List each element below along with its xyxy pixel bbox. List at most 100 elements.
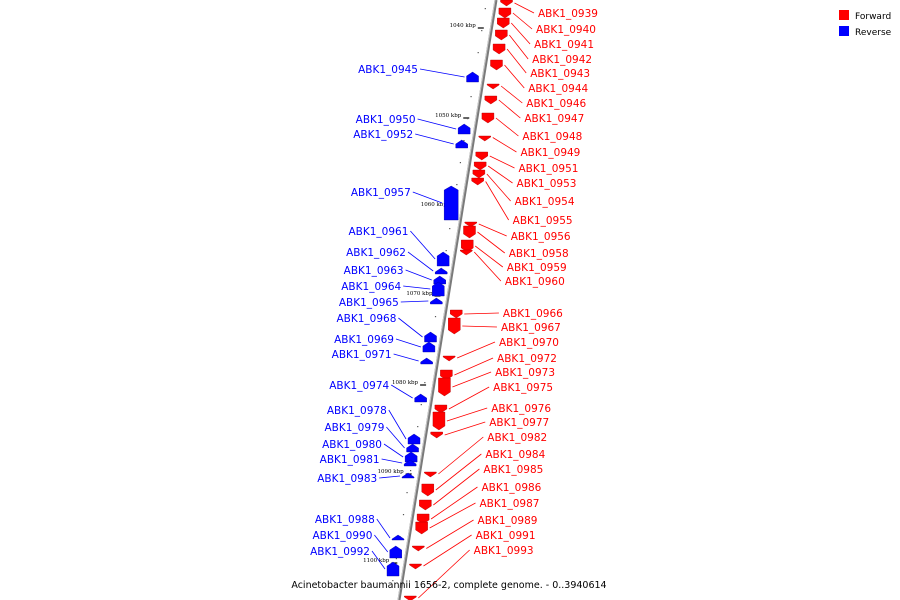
gene-label-forward[interactable]: ABK1_0993 <box>474 545 534 557</box>
gene-forward[interactable] <box>490 59 503 71</box>
gene-reverse[interactable] <box>432 281 445 297</box>
gene-forward[interactable] <box>492 43 506 55</box>
gene-label-forward[interactable]: ABK1_0970 <box>499 337 559 349</box>
gene-label-forward[interactable]: ABK1_0989 <box>478 515 538 527</box>
gene-forward[interactable] <box>415 521 428 535</box>
gene-label-forward[interactable]: ABK1_0953 <box>517 178 577 190</box>
gene-reverse[interactable] <box>436 251 450 267</box>
gene-forward[interactable] <box>497 17 510 29</box>
gene-forward[interactable] <box>478 135 491 142</box>
gene-forward[interactable] <box>438 377 451 397</box>
gene-reverse[interactable] <box>457 123 471 135</box>
gene-label-reverse[interactable]: ABK1_0968 <box>336 313 396 325</box>
gene-label-forward[interactable]: ABK1_0946 <box>526 98 586 110</box>
gene-forward[interactable] <box>432 411 446 431</box>
gene-label-forward[interactable]: ABK1_0939 <box>538 8 598 20</box>
gene-forward[interactable] <box>464 221 477 228</box>
gene-forward[interactable] <box>404 595 417 600</box>
gene-label-forward[interactable]: ABK1_0975 <box>493 382 553 394</box>
gene-label-reverse[interactable]: ABK1_0962 <box>346 247 406 259</box>
gene-label-reverse[interactable]: ABK1_0983 <box>317 473 377 485</box>
gene-label-reverse[interactable]: ABK1_0950 <box>356 114 416 126</box>
gene-label-forward[interactable]: ABK1_0985 <box>483 464 543 476</box>
gene-label-forward[interactable]: ABK1_0956 <box>511 231 571 243</box>
gene-forward[interactable] <box>471 177 484 186</box>
gene-label-reverse[interactable]: ABK1_0978 <box>327 405 387 417</box>
gene-forward[interactable] <box>421 483 434 497</box>
gene-reverse[interactable] <box>420 357 433 365</box>
gene-label-reverse[interactable]: ABK1_0957 <box>351 187 411 199</box>
gene-forward[interactable] <box>412 545 425 552</box>
gene-label-forward[interactable]: ABK1_0991 <box>476 530 536 542</box>
gene-forward[interactable] <box>500 0 513 7</box>
gene-reverse[interactable] <box>433 275 446 285</box>
gene-forward[interactable] <box>472 169 486 179</box>
gene-label-forward[interactable]: ABK1_0973 <box>495 367 555 379</box>
gene-forward[interactable] <box>419 499 432 511</box>
gene-reverse[interactable] <box>406 443 419 453</box>
gene-forward[interactable] <box>430 431 443 439</box>
gene-forward[interactable] <box>463 225 476 239</box>
gene-label-forward[interactable]: ABK1_0960 <box>505 276 565 288</box>
gene-forward[interactable] <box>495 29 508 41</box>
gene-reverse[interactable] <box>389 545 402 559</box>
gene-label-reverse[interactable]: ABK1_0988 <box>315 514 375 526</box>
gene-forward[interactable] <box>484 95 498 105</box>
gene-forward[interactable] <box>486 83 500 90</box>
gene-label-forward[interactable]: ABK1_0954 <box>515 196 575 208</box>
gene-forward[interactable] <box>442 355 456 362</box>
gene-label-forward[interactable]: ABK1_0942 <box>532 54 592 66</box>
gene-label-reverse[interactable]: ABK1_0981 <box>320 454 380 466</box>
gene-forward[interactable] <box>450 309 463 319</box>
gene-label-reverse[interactable]: ABK1_0992 <box>310 546 370 558</box>
gene-label-reverse[interactable]: ABK1_0963 <box>344 265 404 277</box>
gene-label-forward[interactable]: ABK1_0972 <box>497 353 557 365</box>
gene-label-reverse[interactable]: ABK1_0974 <box>329 380 389 392</box>
gene-label-forward[interactable]: ABK1_0987 <box>480 498 540 510</box>
gene-label-reverse[interactable]: ABK1_0990 <box>312 530 372 542</box>
gene-reverse[interactable] <box>424 331 437 343</box>
gene-reverse[interactable] <box>430 297 443 305</box>
gene-label-forward[interactable]: ABK1_0977 <box>489 417 549 429</box>
gene-label-forward[interactable]: ABK1_0951 <box>519 163 579 175</box>
gene-reverse[interactable] <box>434 267 448 275</box>
gene-label-forward[interactable]: ABK1_0966 <box>503 308 563 320</box>
gene-label-forward[interactable]: ABK1_0986 <box>481 482 541 494</box>
gene-label-forward[interactable]: ABK1_0944 <box>528 83 588 95</box>
gene-label-forward[interactable]: ABK1_0959 <box>507 262 567 274</box>
gene-reverse[interactable] <box>422 341 436 353</box>
gene-forward[interactable] <box>460 249 473 256</box>
gene-forward[interactable] <box>448 317 461 335</box>
gene-forward[interactable] <box>409 563 422 570</box>
gene-label-forward[interactable]: ABK1_0955 <box>513 215 573 227</box>
gene-label-forward[interactable]: ABK1_0967 <box>501 322 561 334</box>
gene-label-reverse[interactable]: ABK1_0961 <box>348 226 408 238</box>
gene-reverse[interactable] <box>466 71 479 83</box>
gene-label-reverse[interactable]: ABK1_0969 <box>334 334 394 346</box>
gene-label-forward[interactable]: ABK1_0949 <box>520 147 580 159</box>
gene-forward[interactable] <box>434 404 448 414</box>
gene-label-reverse[interactable]: ABK1_0980 <box>322 439 382 451</box>
gene-label-reverse[interactable]: ABK1_0945 <box>358 64 418 76</box>
gene-forward[interactable] <box>424 471 437 478</box>
gene-label-forward[interactable]: ABK1_0947 <box>524 113 584 125</box>
gene-forward[interactable] <box>481 112 495 124</box>
gene-reverse[interactable] <box>414 393 427 403</box>
gene-reverse[interactable] <box>403 459 417 467</box>
gene-label-reverse[interactable]: ABK1_0971 <box>332 349 392 361</box>
gene-reverse[interactable] <box>455 139 468 149</box>
gene-reverse[interactable] <box>391 534 405 541</box>
gene-forward[interactable] <box>473 161 487 171</box>
gene-forward[interactable] <box>475 151 488 161</box>
gene-label-reverse[interactable]: ABK1_0965 <box>339 297 399 309</box>
gene-reverse[interactable] <box>407 433 421 445</box>
gene-label-forward[interactable]: ABK1_0982 <box>487 432 547 444</box>
gene-reverse[interactable] <box>386 561 400 577</box>
gene-label-forward[interactable]: ABK1_0984 <box>485 449 545 461</box>
gene-reverse[interactable] <box>443 185 459 221</box>
gene-label-forward[interactable]: ABK1_0976 <box>491 403 551 415</box>
gene-label-forward[interactable]: ABK1_0940 <box>536 24 596 36</box>
gene-label-reverse[interactable]: ABK1_0979 <box>324 422 384 434</box>
gene-label-reverse[interactable]: ABK1_0964 <box>341 281 401 293</box>
gene-label-forward[interactable]: ABK1_0948 <box>522 131 582 143</box>
